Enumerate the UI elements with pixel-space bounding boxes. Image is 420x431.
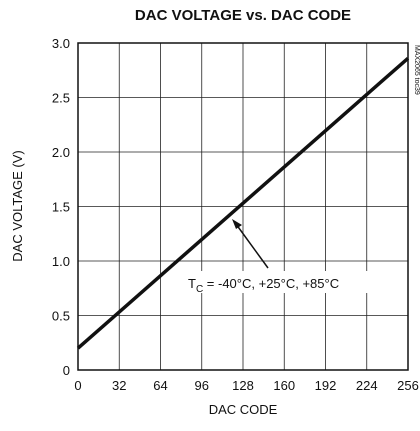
x-tick-label: 160 bbox=[273, 378, 295, 393]
arrow-head bbox=[232, 219, 242, 229]
y-tick-label: 2.0 bbox=[52, 145, 70, 160]
annotation-part: C bbox=[196, 284, 203, 295]
x-axis-label: DAC CODE bbox=[209, 402, 278, 417]
y-tick-label: 0 bbox=[63, 363, 70, 378]
y-axis-label: DAC VOLTAGE (V) bbox=[10, 150, 25, 261]
annotation-bg bbox=[184, 271, 374, 293]
plot-frame bbox=[77, 42, 409, 371]
data-line bbox=[76, 56, 410, 350]
y-tick-label: 3.0 bbox=[52, 36, 70, 51]
x-tick-label: 224 bbox=[356, 378, 378, 393]
x-tick-label: 0 bbox=[74, 378, 81, 393]
chart-title: DAC VOLTAGE vs. DAC CODE bbox=[135, 7, 351, 24]
x-tick-label: 128 bbox=[232, 378, 254, 393]
y-tick-label: 0.5 bbox=[52, 309, 70, 324]
x-tick-label: 32 bbox=[112, 378, 126, 393]
y-tick-label: 2.5 bbox=[52, 91, 70, 106]
x-tick-label: 192 bbox=[315, 378, 337, 393]
x-tick-label: 64 bbox=[153, 378, 167, 393]
y-tick-label: 1.0 bbox=[52, 254, 70, 269]
x-tick-label: 256 bbox=[397, 378, 419, 393]
annotation-arrow bbox=[235, 223, 269, 269]
x-tick-label: 96 bbox=[195, 378, 209, 393]
y-tick-label: 1.5 bbox=[52, 200, 70, 215]
annotation-part: = -40°C, +25°C, +85°C bbox=[203, 276, 339, 291]
annotation: TC = -40°C, +25°C, +85°C bbox=[188, 276, 339, 295]
figure-id: MAX2065 toc39 bbox=[413, 45, 420, 95]
annotation-part: T bbox=[188, 276, 196, 291]
